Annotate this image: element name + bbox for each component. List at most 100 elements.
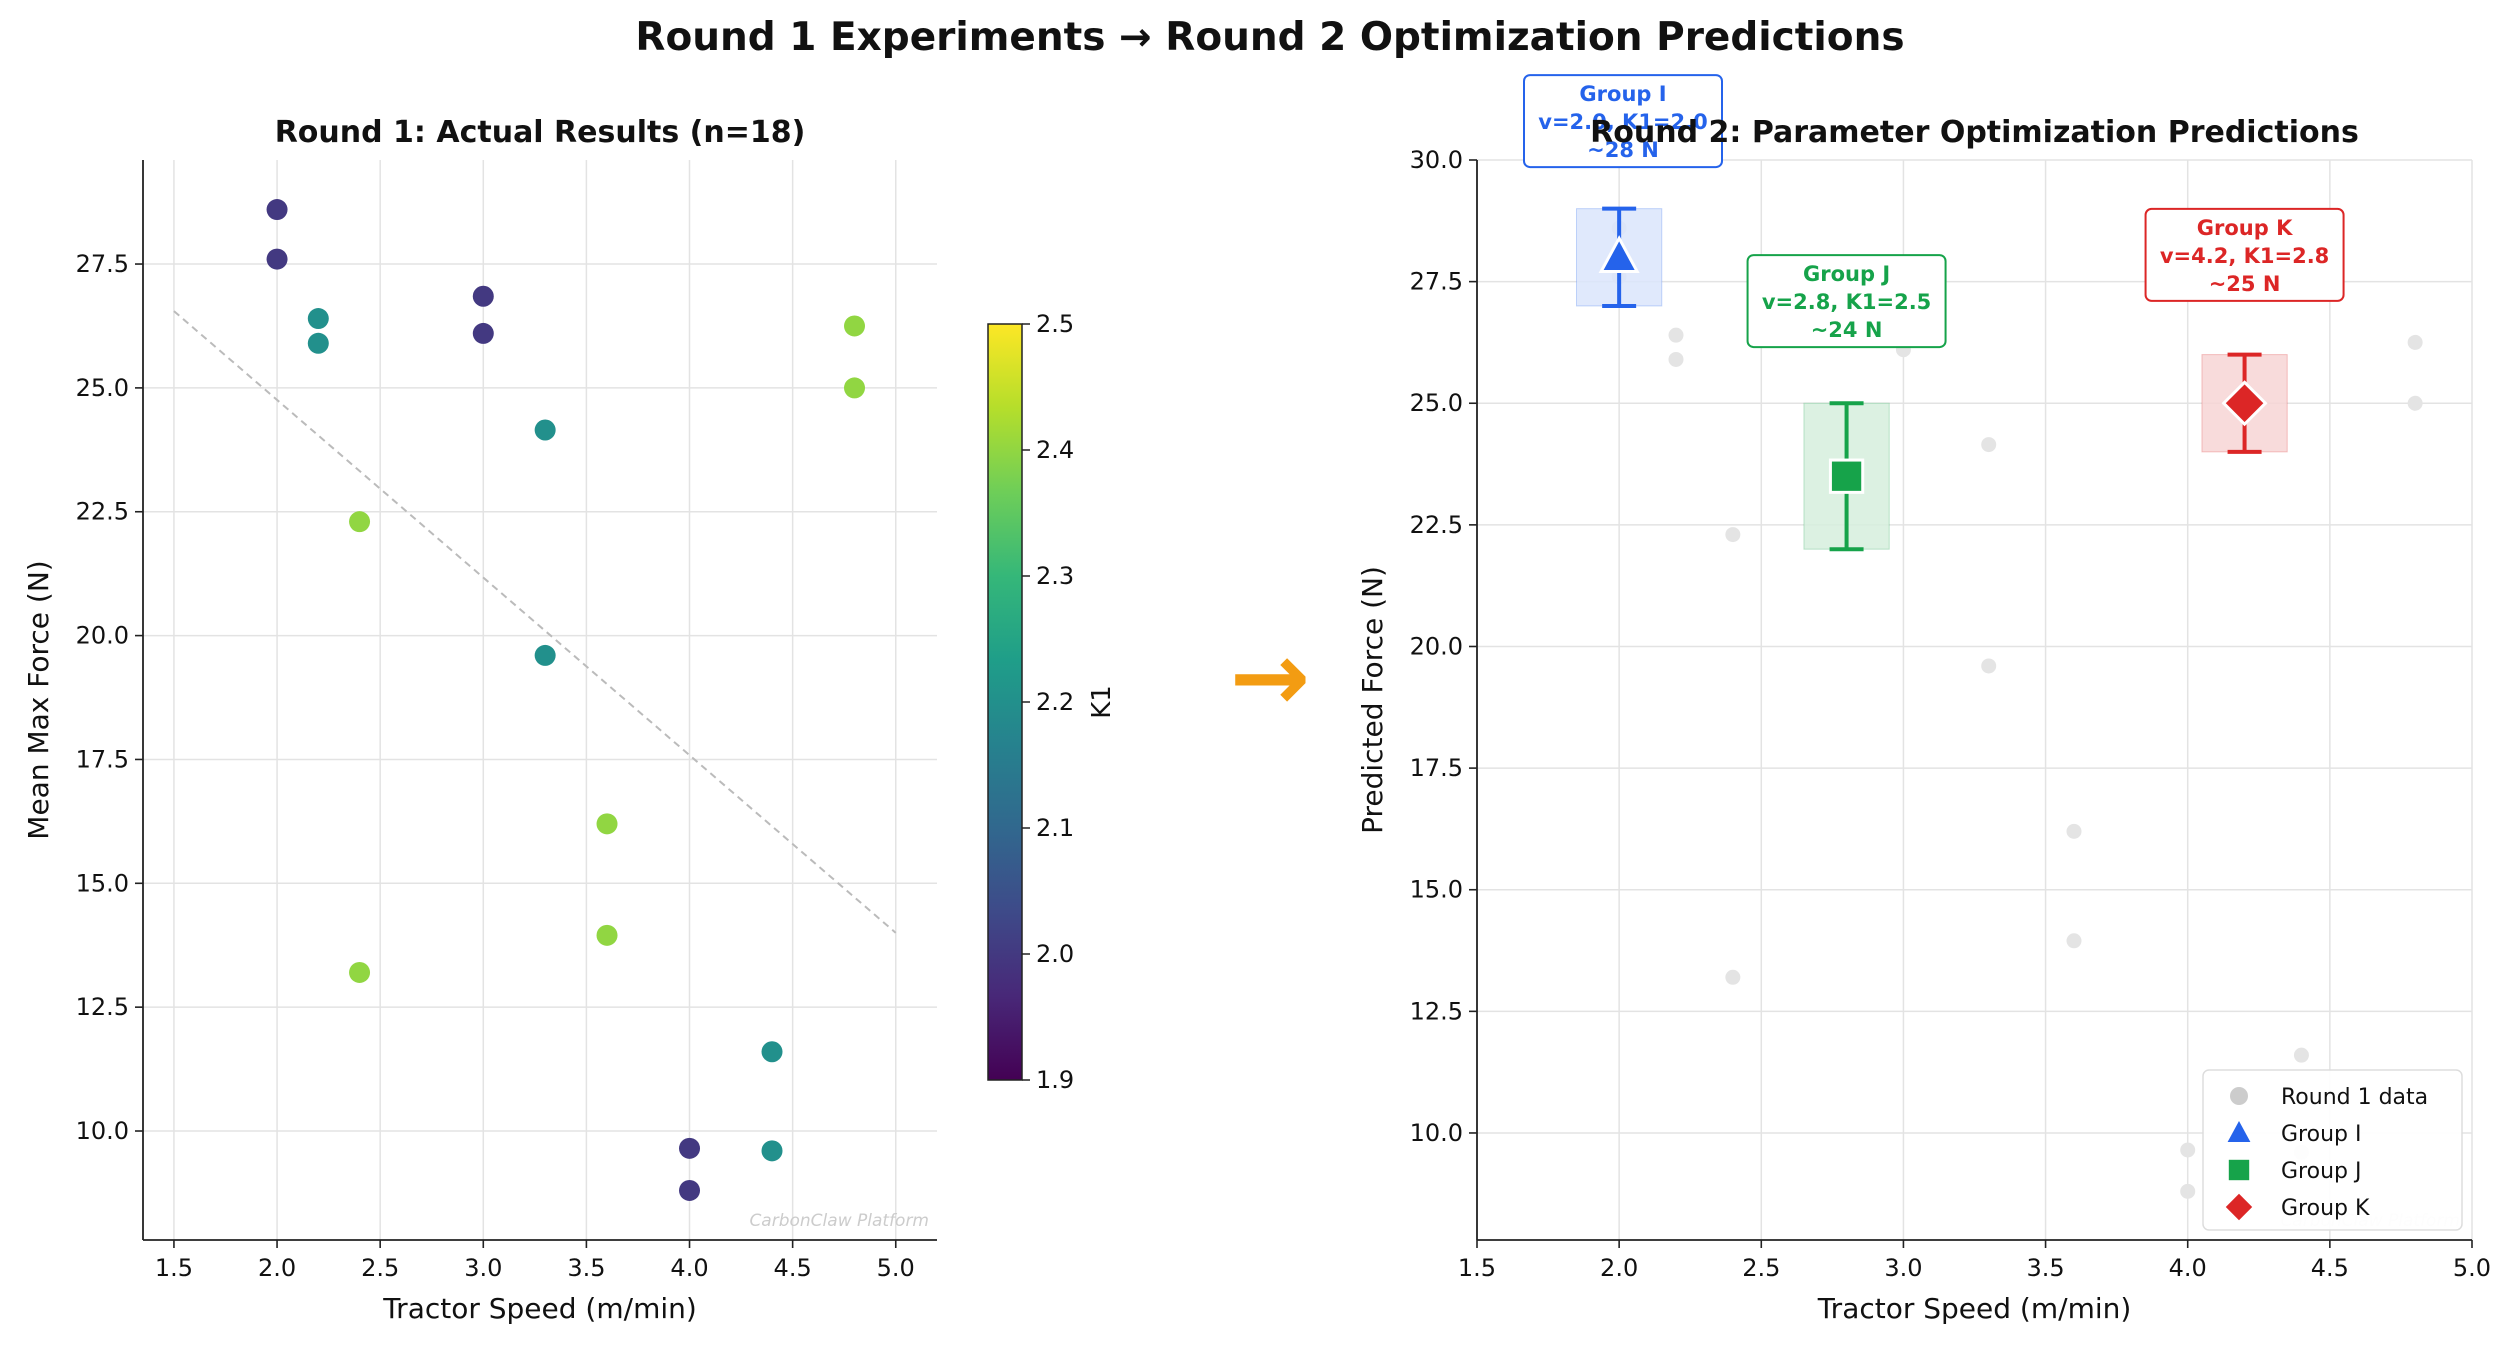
chart-title: Round 1: Actual Results (n=18) bbox=[275, 115, 806, 150]
annotation-text: Group K bbox=[2197, 216, 2293, 240]
x-tick-label: 3.0 bbox=[1884, 1254, 1922, 1282]
legend-entry-label: Round 1 data bbox=[2281, 1085, 2428, 1110]
x-tick-label: 4.0 bbox=[670, 1254, 708, 1282]
legend-square-icon bbox=[2228, 1159, 2250, 1181]
annotation-box bbox=[2144, 207, 2345, 302]
y-tick-label: 25.0 bbox=[1410, 389, 1463, 417]
data-point bbox=[679, 1137, 701, 1159]
data-point bbox=[266, 199, 288, 221]
chart-title: Round 2: Parameter Optimization Predicti… bbox=[1590, 115, 2359, 150]
round1-scatter-chart: 1.5 2.0 2.5 3.0 3.5 4.0 4.5 5.0 10.0 12.5 15.0 17.5… bbox=[22, 115, 1117, 1325]
data-point bbox=[844, 315, 866, 337]
y-tick-label: 20.0 bbox=[1410, 632, 1463, 660]
colorbar-tick-label: 2.1 bbox=[1036, 814, 1074, 842]
round1-background-point bbox=[1668, 351, 1684, 367]
x-tick-label: 5.0 bbox=[877, 1254, 915, 1282]
data-point bbox=[534, 419, 556, 441]
colorbar-tick-label: 2.2 bbox=[1036, 688, 1074, 716]
x-tick-label: 1.5 bbox=[155, 1254, 193, 1282]
data-point bbox=[349, 511, 371, 533]
y-tick-label: 10.0 bbox=[76, 1117, 129, 1145]
colorbar-tick-label: 1.9 bbox=[1036, 1066, 1074, 1094]
x-tick-label: 4.0 bbox=[2169, 1254, 2207, 1282]
x-tick-label: 1.5 bbox=[1458, 1254, 1496, 1282]
y-tick-label: 22.5 bbox=[1410, 511, 1463, 539]
annotation-text: v=4.2, K1=2.8 bbox=[2160, 244, 2329, 268]
annotation-text: ~24 N bbox=[1811, 318, 1883, 342]
round1-background-point bbox=[1725, 969, 1741, 985]
round1-background-point bbox=[2407, 395, 2423, 411]
x-tick-label: 4.5 bbox=[2311, 1254, 2349, 1282]
data-point bbox=[472, 285, 494, 307]
y-tick-label: 27.5 bbox=[76, 250, 129, 278]
legend-triangle-icon bbox=[2227, 1121, 2251, 1142]
colorbar-tick-label: 2.5 bbox=[1036, 310, 1074, 338]
x-tick-label: 3.0 bbox=[464, 1254, 502, 1282]
data-point bbox=[596, 924, 618, 946]
round1-background-point bbox=[1981, 658, 1997, 674]
y-tick-label: 27.5 bbox=[1410, 268, 1463, 296]
legend-entry-label: Group K bbox=[2281, 1196, 2370, 1221]
data-point bbox=[534, 644, 556, 666]
data-point bbox=[349, 961, 371, 983]
colorbar-tick-label: 2.0 bbox=[1036, 940, 1074, 968]
colorbar-label: K1 bbox=[1087, 685, 1117, 719]
y-tick-label: 25.0 bbox=[76, 374, 129, 402]
legend-round1-icon bbox=[2230, 1087, 2248, 1105]
data-point bbox=[472, 322, 494, 344]
trend-line bbox=[173, 310, 897, 934]
round1-background-point bbox=[1668, 327, 1684, 343]
annotation-text: v=2.8, K1=2.5 bbox=[1762, 290, 1931, 314]
transition-arrow-icon: → bbox=[1230, 621, 1310, 733]
round1-background-point bbox=[2180, 1183, 2196, 1199]
x-tick-label: 5.0 bbox=[2453, 1254, 2491, 1282]
data-point bbox=[307, 332, 329, 354]
annotation-text: ~28 N bbox=[1587, 138, 1659, 162]
x-tick-label: 2.5 bbox=[361, 1254, 399, 1282]
annotation-box bbox=[1746, 254, 1947, 349]
round1-background-point bbox=[2180, 1142, 2196, 1158]
data-point bbox=[266, 248, 288, 270]
x-tick-label: 3.5 bbox=[2026, 1254, 2064, 1282]
round2-prediction-chart: 1.5 2.0 2.5 3.0 3.5 4.0 4.5 5.0 10.0 12.5 15.0 17.5… bbox=[1356, 74, 2491, 1325]
group-marker bbox=[2221, 380, 2268, 427]
annotation-text: v=2.0, K1=2.0 bbox=[1538, 110, 1707, 134]
data-point bbox=[679, 1179, 701, 1201]
colorbar-tick-label: 2.3 bbox=[1036, 562, 1074, 590]
annotation-box bbox=[1523, 74, 1723, 169]
y-tick-label: 12.5 bbox=[1410, 997, 1463, 1025]
legend-diamond-icon bbox=[2225, 1193, 2253, 1221]
annotation-text: ~25 N bbox=[2209, 272, 2281, 296]
x-tick-label: 4.5 bbox=[774, 1254, 812, 1282]
data-point bbox=[307, 308, 329, 330]
round1-background-point bbox=[2066, 823, 2082, 839]
round1-background-point bbox=[2293, 1047, 2309, 1063]
x-axis-label: Tractor Speed (m/min) bbox=[1817, 1292, 2132, 1325]
y-tick-label: 22.5 bbox=[76, 498, 129, 526]
y-axis-label: Predicted Force (N) bbox=[1356, 566, 1389, 834]
y-tick-label: 30.0 bbox=[1410, 146, 1463, 174]
annotation-text: Group J bbox=[1803, 262, 1890, 286]
x-tick-label: 2.0 bbox=[258, 1254, 296, 1282]
data-point bbox=[761, 1041, 783, 1063]
watermark: CarbonClaw Platform bbox=[749, 1211, 929, 1231]
legend-entry-label: Group I bbox=[2281, 1122, 2361, 1147]
data-point bbox=[596, 813, 618, 835]
y-axis-label: Mean Max Force (N) bbox=[22, 560, 55, 839]
y-tick-label: 17.5 bbox=[76, 745, 129, 773]
round1-background-point bbox=[1725, 527, 1741, 543]
round1-background-point bbox=[1981, 437, 1997, 453]
group-marker bbox=[1598, 235, 1640, 274]
data-point bbox=[761, 1140, 783, 1162]
x-tick-label: 3.5 bbox=[567, 1254, 605, 1282]
round1-background-point bbox=[2407, 334, 2423, 350]
x-tick-label: 2.0 bbox=[1600, 1254, 1638, 1282]
x-axis-label: Tractor Speed (m/min) bbox=[382, 1292, 697, 1325]
data-point bbox=[844, 377, 866, 399]
legend-entry-label: Group J bbox=[2281, 1159, 2361, 1184]
annotation-text: Group I bbox=[1579, 82, 1666, 106]
y-tick-label: 15.0 bbox=[76, 869, 129, 897]
y-tick-label: 10.0 bbox=[1410, 1119, 1463, 1147]
